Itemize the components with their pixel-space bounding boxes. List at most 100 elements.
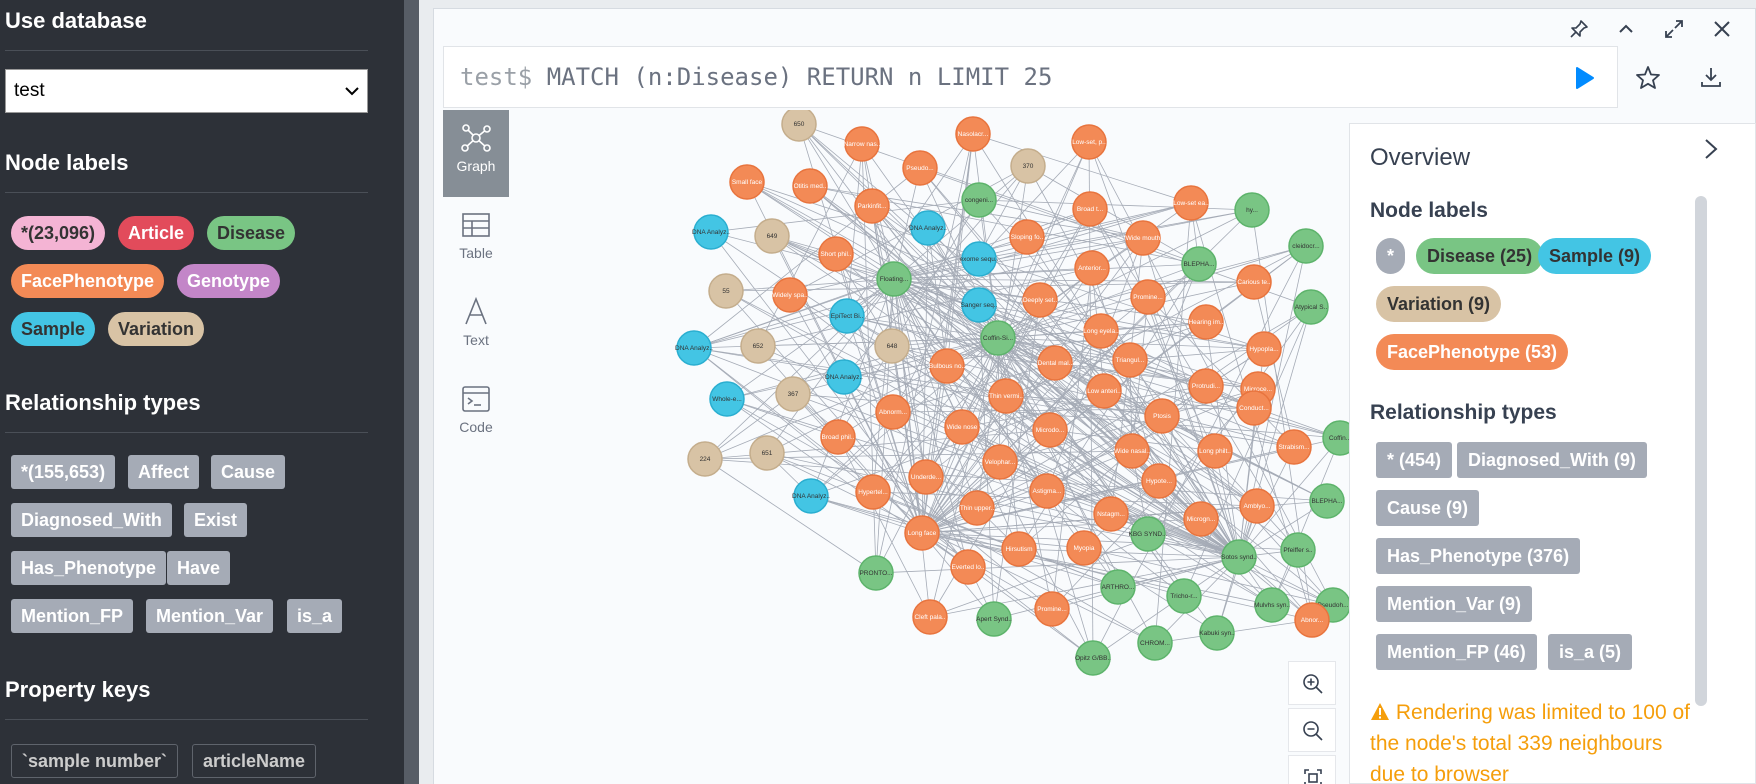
relationship-edge[interactable] xyxy=(1018,548,1240,558)
overview-relationship-chip[interactable]: is_a (5) xyxy=(1548,634,1633,670)
relationship-edge[interactable] xyxy=(976,507,1240,558)
download-icon[interactable] xyxy=(1698,64,1724,90)
graph-node-sample[interactable]: DNA Analyz.. xyxy=(825,359,863,395)
graph-node-variation[interactable]: 648 xyxy=(874,328,910,364)
relationship-edge[interactable] xyxy=(792,393,923,534)
graph-node-disease[interactable]: Coffin-Si... xyxy=(980,320,1016,356)
graph-node-facephenotype[interactable]: Astigma... xyxy=(1029,473,1065,509)
graph-node-facephenotype[interactable]: Sloping fo.. xyxy=(1009,219,1045,255)
relationship-edge[interactable] xyxy=(946,133,974,367)
star-icon[interactable] xyxy=(1634,64,1662,92)
graph-node-disease[interactable]: Atypical S.. xyxy=(1293,289,1329,325)
node-circle[interactable] xyxy=(961,241,997,277)
graph-node-facephenotype[interactable]: Wide nose xyxy=(944,409,980,445)
graph-node-facephenotype[interactable]: Low-set ea.. xyxy=(1173,185,1209,221)
overview-relationship-chip[interactable]: Mention_FP (46) xyxy=(1376,634,1537,670)
relationship-edge[interactable] xyxy=(972,133,1192,204)
relationship-edge[interactable] xyxy=(893,167,921,280)
graph-node-facephenotype[interactable]: Triangul... xyxy=(1112,342,1148,378)
close-icon[interactable] xyxy=(1710,17,1734,41)
relationship-edge[interactable] xyxy=(726,337,999,400)
graph-node-facephenotype[interactable]: Underde... xyxy=(908,459,944,495)
graph-node-facephenotype[interactable]: Conduct... xyxy=(1236,390,1272,426)
relationship-type-chip[interactable]: Have xyxy=(167,551,231,585)
graph-node-facephenotype[interactable]: Cleft pala.. xyxy=(912,599,948,635)
relationship-edge[interactable] xyxy=(766,452,1156,644)
node-circle[interactable] xyxy=(793,478,829,514)
node-circle[interactable] xyxy=(1239,488,1275,524)
relationship-edge[interactable] xyxy=(1083,547,1334,606)
overview-node-label-chip[interactable]: Variation (9) xyxy=(1376,286,1502,322)
node-circle[interactable] xyxy=(1166,578,1202,614)
relationship-edge[interactable] xyxy=(1147,296,1295,448)
relationship-edge[interactable] xyxy=(693,347,874,493)
overview-node-label-chip[interactable]: Disease (25) xyxy=(1416,238,1544,274)
node-circle[interactable] xyxy=(844,126,880,162)
relationship-edge[interactable] xyxy=(1027,165,1200,265)
relationship-edge[interactable] xyxy=(725,278,895,292)
node-circle[interactable] xyxy=(876,261,912,297)
node-circle[interactable] xyxy=(1144,398,1180,434)
node-circle[interactable] xyxy=(1173,185,1209,221)
node-circle[interactable] xyxy=(855,474,891,510)
graph-node-facephenotype[interactable]: Nasolacr... xyxy=(955,116,991,152)
relationship-edge[interactable] xyxy=(704,393,794,460)
relationship-edge[interactable] xyxy=(1051,388,1259,610)
relationship-edge[interactable] xyxy=(921,450,1133,534)
query-editor[interactable]: test$ MATCH (n:Disease) RETURN n LIMIT 2… xyxy=(443,46,1618,108)
relationship-edge[interactable] xyxy=(746,181,1265,350)
graph-node-variation[interactable]: 370 xyxy=(1010,148,1046,184)
relationship-edge[interactable] xyxy=(921,532,1085,549)
node-circle[interactable] xyxy=(944,409,980,445)
relationship-edge[interactable] xyxy=(929,337,999,618)
node-circle[interactable] xyxy=(775,376,811,412)
node-circle[interactable] xyxy=(1083,313,1119,349)
overview-relationship-chip[interactable]: Cause (9) xyxy=(1376,490,1480,526)
graph-node-facephenotype[interactable]: Ptosis xyxy=(1144,398,1180,434)
graph-node-facephenotype[interactable]: Deeply set.. xyxy=(1022,282,1058,318)
tab-text[interactable]: Text xyxy=(443,284,509,371)
relationship-edge[interactable] xyxy=(925,476,995,620)
relationship-edge[interactable] xyxy=(893,209,1253,280)
graph-node-facephenotype[interactable]: Otitis med.. xyxy=(792,168,828,204)
relationship-edge[interactable] xyxy=(1110,359,1131,515)
graph-node-facephenotype[interactable]: Abnor... xyxy=(1294,602,1330,638)
node-circle[interactable] xyxy=(749,435,785,471)
graph-node-variation[interactable]: 652 xyxy=(740,328,776,364)
node-circle[interactable] xyxy=(980,320,1016,356)
relationship-edge[interactable] xyxy=(835,253,893,347)
relationship-edge[interactable] xyxy=(893,278,1207,387)
relationship-type-chip[interactable]: is_a xyxy=(287,599,343,633)
relationship-edge[interactable] xyxy=(893,236,1028,280)
relationship-edge[interactable] xyxy=(789,294,1185,597)
graph-node-sample[interactable]: DNA Analyz.. xyxy=(909,210,947,246)
relationship-edge[interactable] xyxy=(693,202,1192,349)
node-circle[interactable] xyxy=(1276,429,1312,465)
database-select[interactable]: test xyxy=(5,69,368,113)
graph-node-variation[interactable]: 224 xyxy=(687,441,723,477)
node-circle[interactable] xyxy=(1075,640,1111,676)
relationship-edge[interactable] xyxy=(837,436,931,618)
node-circle[interactable] xyxy=(874,328,910,364)
relationship-type-chip[interactable]: Exist xyxy=(184,503,248,537)
node-circle[interactable] xyxy=(858,555,894,591)
relationship-edge[interactable] xyxy=(921,532,1053,610)
relationship-edge[interactable] xyxy=(771,235,1295,448)
graph-node-sample[interactable]: Whole-e... xyxy=(709,381,745,417)
node-circle[interactable] xyxy=(1288,228,1324,264)
graph-node-facephenotype[interactable]: Microdo... xyxy=(1032,412,1068,448)
node-circle[interactable] xyxy=(1130,516,1166,552)
graph-node-facephenotype[interactable]: Small face xyxy=(729,164,765,200)
graph-node-disease[interactable]: Kabuki syn.. xyxy=(1199,615,1235,651)
node-circle[interactable] xyxy=(1022,282,1058,318)
graph-node-facephenotype[interactable]: Protrudi... xyxy=(1188,368,1224,404)
node-circle[interactable] xyxy=(1125,220,1161,256)
node-circle[interactable] xyxy=(908,459,944,495)
graph-node-sample[interactable]: DNA Analyz.. xyxy=(675,330,713,366)
relationship-edge[interactable] xyxy=(892,407,1255,413)
graph-canvas[interactable]: 650 Narrow nas.. Nasolacr... Low-set, p.. Sm… xyxy=(510,110,1360,784)
relationship-edge[interactable] xyxy=(725,281,1255,292)
graph-node-facephenotype[interactable]: Hypopla... xyxy=(1246,331,1282,367)
relationship-edge[interactable] xyxy=(757,143,863,347)
query-text[interactable]: test$ MATCH (n:Disease) RETURN n LIMIT 2… xyxy=(460,63,1052,91)
